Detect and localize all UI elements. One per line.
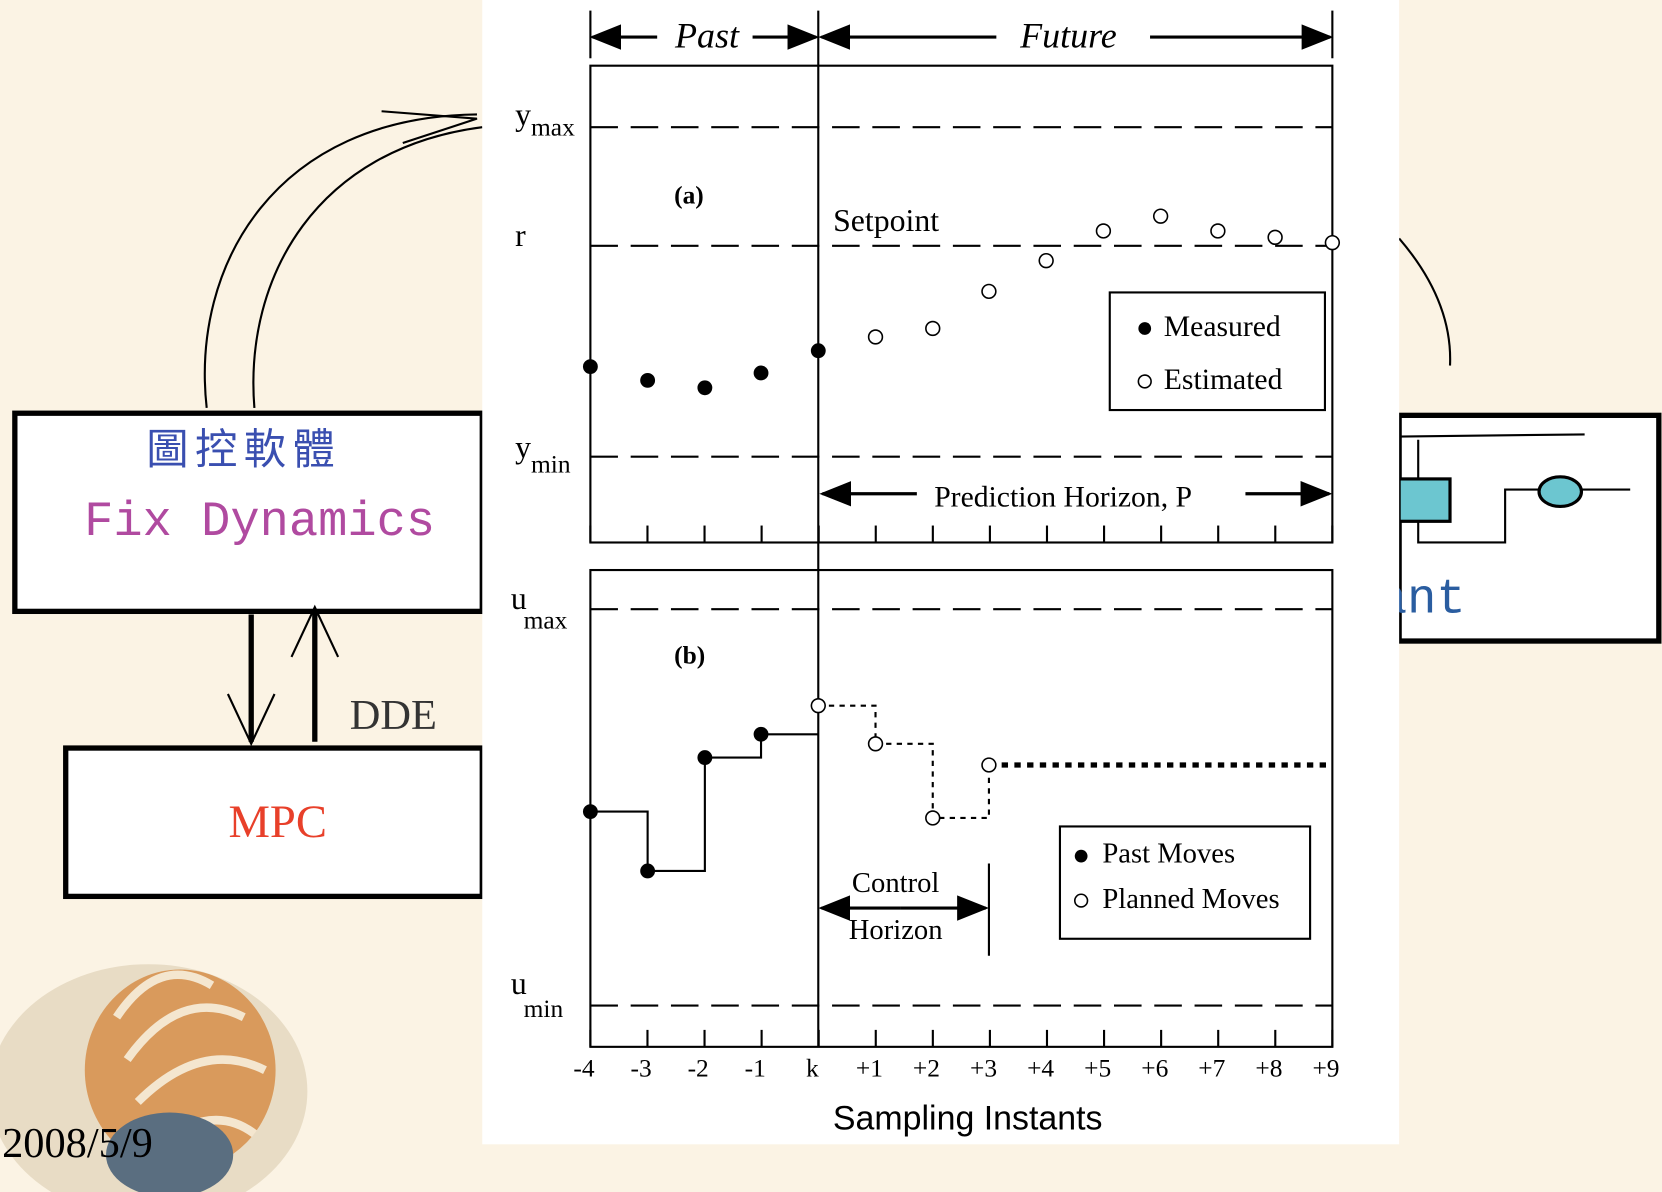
x-tick-label: +7 [1198, 1054, 1225, 1083]
prediction-horizon: Prediction Horizon, P [934, 481, 1192, 513]
x-tick-label: +9 [1312, 1054, 1339, 1083]
software-en: Fix Dynamics [84, 494, 435, 550]
x-tick-label: +6 [1141, 1054, 1168, 1083]
control-horizon-1: Control [852, 868, 939, 899]
legend-estimated: Estimated [1164, 364, 1283, 396]
r-label: r [515, 218, 526, 253]
mpc-label: MPC [228, 796, 326, 848]
dde-label: DDE [350, 692, 437, 739]
slide: 圖控軟體 Fix Dynamics DDE MPC 2008/5/9 ant P… [0, 0, 1662, 1192]
panel-b-label: (b) [674, 640, 705, 669]
x-tick-label: +5 [1084, 1054, 1111, 1083]
x-tick-label: +8 [1255, 1054, 1282, 1083]
x-tick-label: -4 [573, 1054, 594, 1083]
x-axis-label: Sampling Instants [833, 1099, 1103, 1137]
legend-planned-moves: Planned Moves [1102, 884, 1279, 915]
panel-a-label: (a) [674, 180, 704, 209]
x-tick-label: -3 [631, 1054, 652, 1083]
x-tick-label: +3 [970, 1054, 997, 1083]
x-tick-label: +4 [1027, 1054, 1054, 1083]
legend-measured: Measured [1164, 311, 1281, 343]
x-tick-label: +1 [856, 1054, 883, 1083]
control-horizon-2: Horizon [849, 915, 943, 946]
x-tick-label: -1 [745, 1054, 766, 1083]
past-label: Past [674, 16, 740, 56]
date: 2008/5/9 [2, 1120, 153, 1167]
future-label: Future [1019, 16, 1117, 56]
legend-past-moves: Past Moves [1102, 838, 1235, 869]
x-tick-label: -2 [688, 1054, 709, 1083]
x-tick-label: k [806, 1054, 819, 1083]
setpoint-label: Setpoint [833, 203, 939, 238]
software-cn: 圖控軟體 [146, 427, 341, 474]
figure-background [482, 0, 1399, 1144]
x-tick-label: +2 [913, 1054, 940, 1083]
